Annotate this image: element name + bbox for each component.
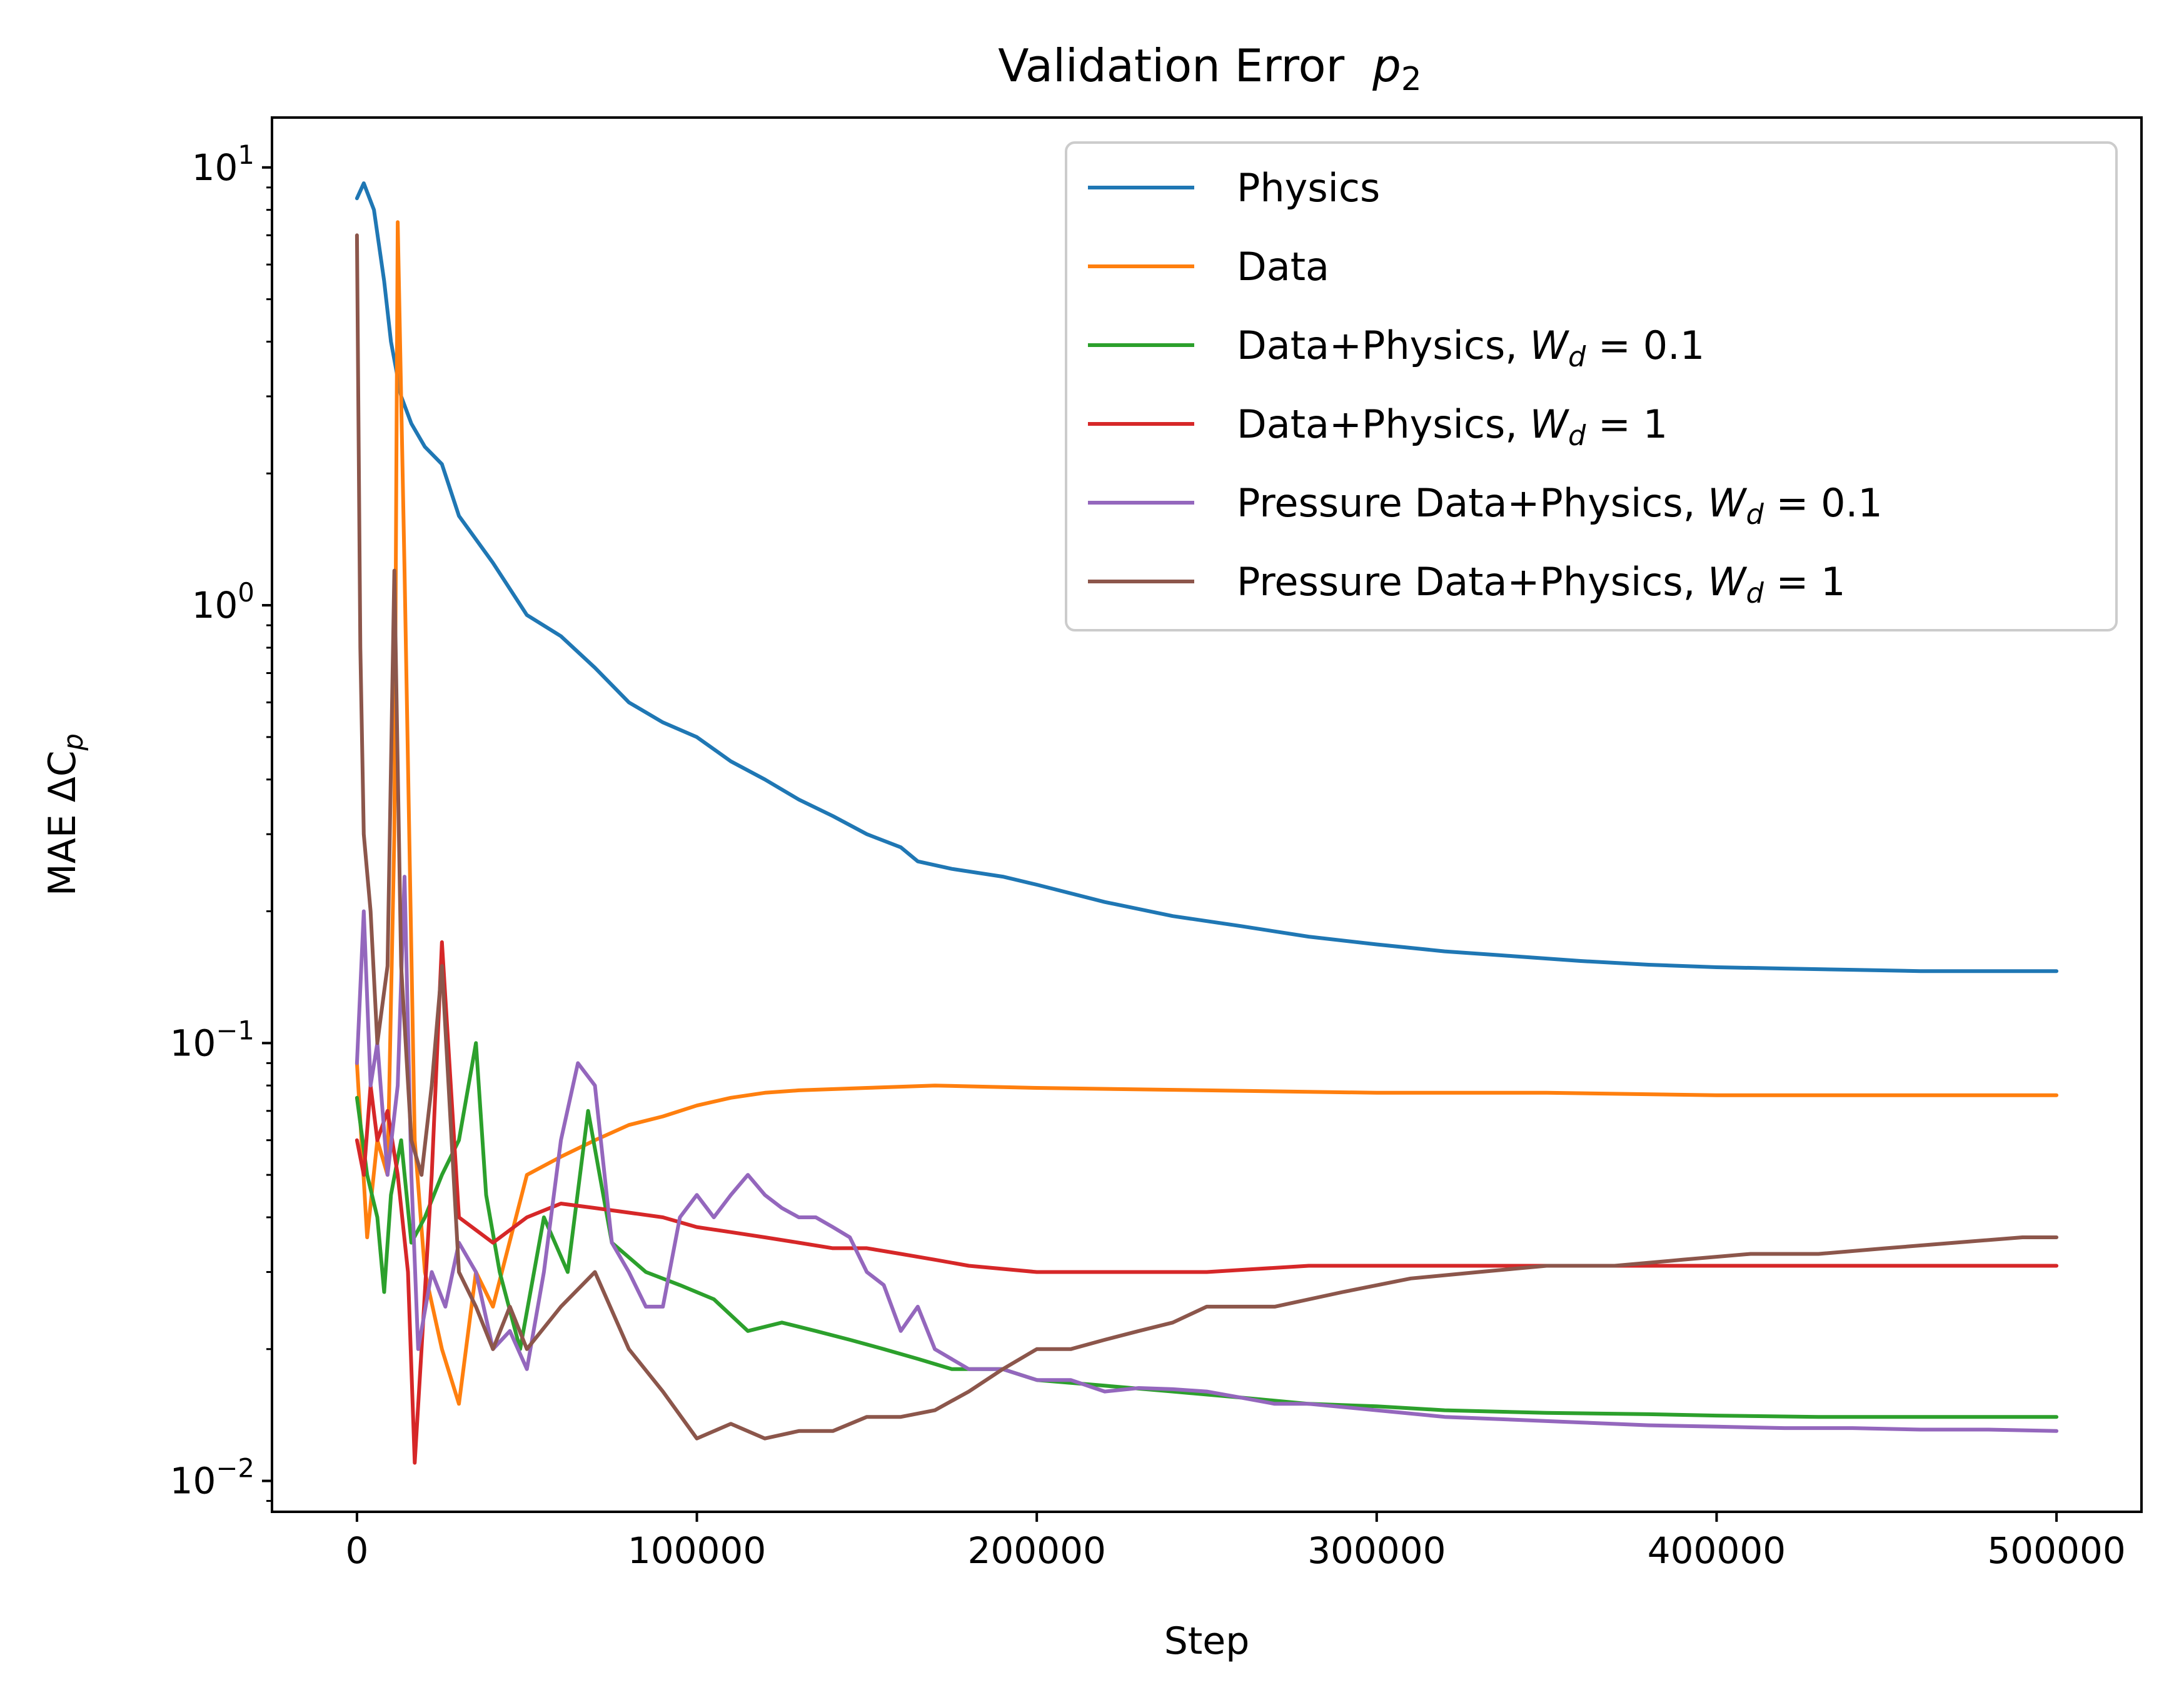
series-line-1 <box>355 181 2059 973</box>
x-tick-label: 100000 <box>628 1529 766 1572</box>
y-tick-label: 101 <box>192 139 254 189</box>
chart-title-subscript: 2 <box>1401 61 1422 98</box>
y-axis-label-text: MAE ΔC <box>41 750 84 896</box>
legend-label-5: Pressure Data+Physics, Wd = 0.1 <box>1237 480 1883 531</box>
legend-box <box>1065 141 2118 631</box>
x-tick-label: 300000 <box>1307 1529 1446 1572</box>
plot-area-frame <box>271 116 2143 1513</box>
y-axis-label: MAE ΔCp <box>41 733 89 896</box>
series-layer <box>355 181 2059 1465</box>
y-tick-label: 10−1 <box>170 1015 254 1064</box>
x-axis-label: Step <box>1164 1619 1250 1663</box>
legend-label-6: Pressure Data+Physics, Wd = 1 <box>1237 559 1846 610</box>
legend-label-3: Data+Physics, Wd = 0.1 <box>1237 323 1704 373</box>
chart-title-text: Validation Error <box>998 39 1344 92</box>
legend-label-4: Data+Physics, Wd = 1 <box>1237 401 1668 452</box>
series-line-5 <box>355 875 2059 1433</box>
series-line-6 <box>355 233 2059 1441</box>
x-tick-label: 500000 <box>1987 1529 2125 1572</box>
y-axis-label-subscript: p <box>58 733 89 751</box>
series-line-3 <box>355 1041 2059 1419</box>
chart-title-math: p <box>1372 39 1401 92</box>
y-tick-label: 100 <box>192 577 254 626</box>
legend: Physics Data Data+Physics, Wd = 0.1 Data+Ph… <box>1065 141 2118 631</box>
legend-label-2: Data <box>1237 244 1329 289</box>
x-tick-label: 0 <box>345 1529 368 1572</box>
legend-label-1: Physics <box>1237 165 1380 211</box>
y-tick-label: 10−2 <box>170 1453 254 1502</box>
y-axis: 10−2 10−1 100 101 <box>170 139 272 1502</box>
chart-title: Validation Error p2 <box>998 39 1422 98</box>
x-tick-label: 200000 <box>967 1529 1105 1572</box>
legend-entries: Physics Data Data+Physics, Wd = 0.1 Data+Ph… <box>1088 165 1883 610</box>
x-axis: 0 100000 200000 300000 400000 500000 <box>345 1512 2126 1572</box>
x-tick-label: 400000 <box>1648 1529 1786 1572</box>
